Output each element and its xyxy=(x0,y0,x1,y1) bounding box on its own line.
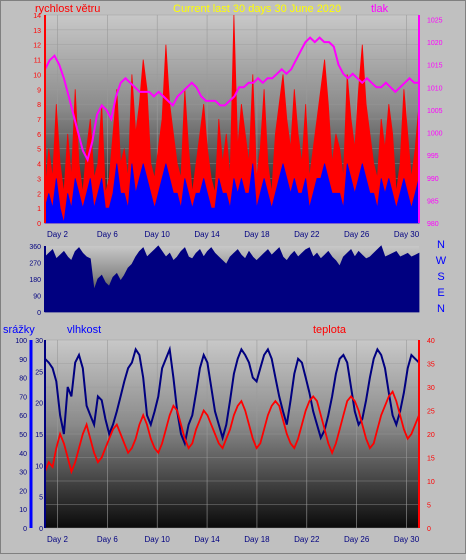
temp-axis-tick-label: 40 xyxy=(427,338,435,345)
temp-axis-tick-label: 15 xyxy=(427,456,435,463)
wind-axis-tick-label: 5 xyxy=(37,147,41,154)
panel1-x-tick-label: Day 2 xyxy=(47,230,68,239)
panel1-series xyxy=(44,14,420,224)
panel3-series xyxy=(44,345,420,475)
panel1-x-tick-label: Day 30 xyxy=(394,230,420,239)
panel3-x-tick-label: Day 2 xyxy=(47,535,68,544)
wind-axis-tick-label: 10 xyxy=(33,72,41,79)
wind-speed-label: rychlost větru xyxy=(35,3,100,15)
wind-axis-tick-label: 14 xyxy=(33,13,41,20)
humidity-axis-tick-label: 5 xyxy=(39,495,43,502)
panel3-x-tick-label: Day 22 xyxy=(294,535,320,544)
panel3-grid xyxy=(45,339,419,529)
panel1-x-tick-label: Day 14 xyxy=(194,230,220,239)
panel3-x-tick-label: Day 10 xyxy=(145,535,171,544)
direction-axis-tick-label: 90 xyxy=(33,294,41,301)
humidity-axis-tick-label: 30 xyxy=(35,338,43,345)
temp-axis-tick-label: 0 xyxy=(427,526,431,533)
rain-axis-tick-label: 60 xyxy=(19,413,27,420)
pressure-axis-tick-label: 985 xyxy=(427,198,439,205)
wind-axis-tick-label: 8 xyxy=(37,102,41,109)
wind-direction-series xyxy=(44,245,420,313)
panel3-x-tick-label: Day 14 xyxy=(194,535,220,544)
compass-letter: N xyxy=(437,239,445,251)
axes: Day 2 Day 6 Day 10 Day 14 Day 18 Day 22 Day 26… xyxy=(15,13,442,544)
direction-axis-tick-label: 0 xyxy=(37,310,41,317)
panel3-x-tick-label: Day 30 xyxy=(394,535,420,544)
wind-axis-tick-label: 13 xyxy=(33,28,41,35)
temp-axis-tick-label: 20 xyxy=(427,432,435,439)
temp-axis-tick-label: 10 xyxy=(427,479,435,486)
wind-low-series xyxy=(44,163,420,224)
panel3-x-tick-label: Day 6 xyxy=(97,535,118,544)
rain-axis-tick-label: 50 xyxy=(19,432,27,439)
panel2-series xyxy=(44,245,420,313)
humidity-axis-tick-label: 25 xyxy=(35,369,43,376)
rain-axis-tick-label: 80 xyxy=(19,376,27,383)
temp-axis-tick-label: 5 xyxy=(427,503,431,510)
humidity-axis-tick-label: 10 xyxy=(35,463,43,470)
pressure-axis-tick-label: 1025 xyxy=(427,18,443,25)
rain-axis-tick-label: 20 xyxy=(19,488,27,495)
rain-axis-tick-label: 90 xyxy=(19,357,27,364)
pressure-axis-tick-label: 1015 xyxy=(427,63,443,70)
direction-axis-tick-label: 360 xyxy=(29,244,41,251)
pressure-axis-tick-label: 995 xyxy=(427,153,439,160)
temp-axis-tick-label: 35 xyxy=(427,362,435,369)
wind-axis-tick-label: 7 xyxy=(37,117,41,124)
wind-axis-tick-label: 0 xyxy=(37,221,41,228)
chart-title: Current last 30 days 30 June 2020 xyxy=(173,3,341,15)
wind-axis-tick-label: 12 xyxy=(33,43,41,50)
wind-axis-tick-label: 3 xyxy=(37,176,41,183)
direction-axis-tick-label: 270 xyxy=(29,261,41,268)
rain-axis-tick-label: 0 xyxy=(23,526,27,533)
temp-axis-tick-label: 30 xyxy=(427,385,435,392)
pressure-axis-tick-label: 1005 xyxy=(427,108,443,115)
pressure-label: tlak xyxy=(371,3,389,15)
panel1-x-tick-label: Day 6 xyxy=(97,230,118,239)
wind-axis-tick-label: 1 xyxy=(37,206,41,213)
panel3-x-tick-label: Day 26 xyxy=(344,535,370,544)
temperature-label: teplota xyxy=(313,324,347,336)
rain-label: srážky xyxy=(3,324,35,336)
compass-letter: E xyxy=(437,287,444,299)
rain-axis-tick-label: 40 xyxy=(19,451,27,458)
compass-letter: W xyxy=(436,255,447,267)
wind-axis-tick-label: 9 xyxy=(37,87,41,94)
wind-axis-tick-label: 11 xyxy=(34,58,41,65)
rain-axis-tick-label: 10 xyxy=(19,507,27,514)
rain-axis-tick-label: 30 xyxy=(19,470,27,477)
humidity-label: vlhkost xyxy=(67,324,101,336)
temp-axis-tick-label: 25 xyxy=(427,409,435,416)
compass-letter: S xyxy=(437,271,444,283)
humidity-axis-tick-label: 20 xyxy=(35,401,43,408)
panel1-x-tick-label: Day 18 xyxy=(244,230,270,239)
wind-axis-tick-label: 2 xyxy=(37,191,41,198)
direction-axis-tick-label: 180 xyxy=(29,277,41,284)
panel1-x-tick-label: Day 22 xyxy=(294,230,320,239)
compass-letter: N xyxy=(437,303,445,315)
pressure-axis-tick-label: 1020 xyxy=(427,40,443,47)
pressure-axis-tick-label: 1000 xyxy=(427,131,443,138)
pressure-series xyxy=(44,36,419,163)
rain-axis-tick-label: 70 xyxy=(19,394,27,401)
panel1-x-tick-label: Day 10 xyxy=(145,230,171,239)
pressure-axis-tick-label: 990 xyxy=(427,176,439,183)
panel1-x-tick-label: Day 26 xyxy=(344,230,370,239)
temperature-series xyxy=(44,389,420,475)
pressure-axis-tick-label: 1010 xyxy=(427,85,443,92)
rain-axis-tick-label: 100 xyxy=(15,338,27,345)
humidity-axis-tick-label: 0 xyxy=(39,526,43,533)
wind-axis-tick-label: 6 xyxy=(37,132,41,139)
panel3-x-tick-label: Day 18 xyxy=(244,535,270,544)
humidity-series xyxy=(44,345,420,447)
wind-axis-tick-label: 4 xyxy=(37,162,41,169)
humidity-axis-tick-label: 15 xyxy=(35,432,43,439)
pressure-axis-tick-label: 980 xyxy=(427,221,439,228)
